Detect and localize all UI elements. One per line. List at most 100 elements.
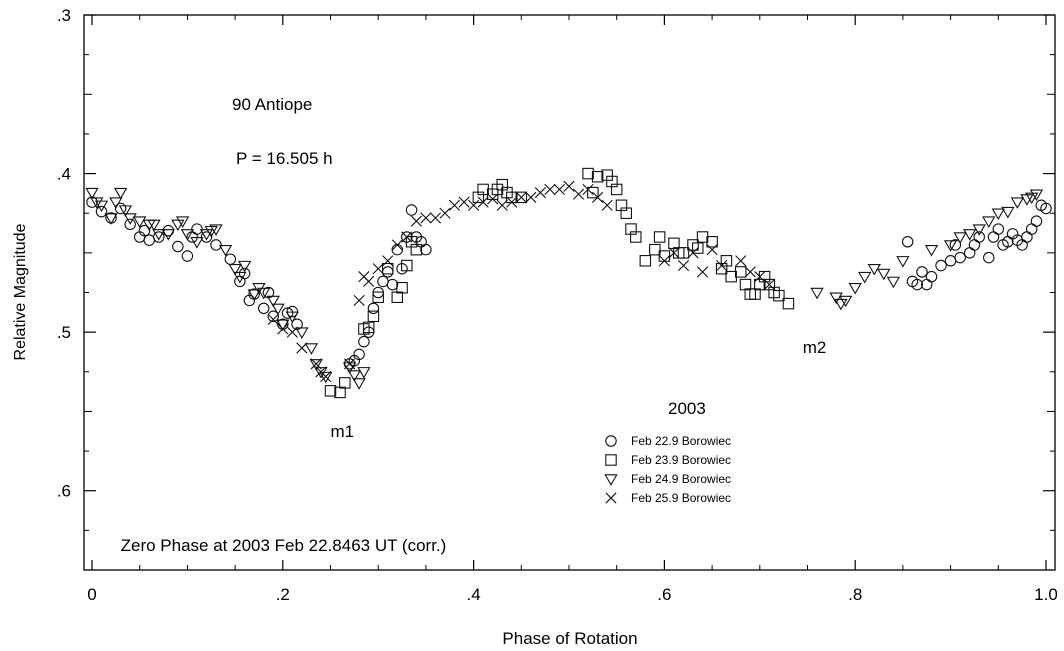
- triangle-down-point: [104, 213, 118, 225]
- triangle-down-point: [834, 298, 848, 311]
- circle-point: [210, 239, 222, 251]
- triangle-down-point: [175, 216, 190, 228]
- circle-point: [267, 310, 280, 323]
- circle-point: [968, 239, 981, 251]
- x-point: [401, 231, 413, 243]
- x-point: [754, 271, 766, 283]
- x-point: [372, 263, 384, 275]
- square-point: [734, 266, 747, 278]
- plot-frame: [83, 14, 1056, 571]
- triangle-down-point: [118, 205, 133, 217]
- x-point: [343, 358, 356, 370]
- x-point: [277, 323, 289, 335]
- x-point: [310, 358, 322, 370]
- x-point: [353, 294, 365, 307]
- circle-point: [86, 196, 98, 208]
- x-point: [439, 207, 451, 219]
- circle-point: [954, 251, 966, 264]
- circle-point: [916, 266, 928, 278]
- circle-point: [281, 307, 294, 319]
- circle-point: [992, 223, 1005, 235]
- circle-point: [925, 270, 938, 283]
- x-point: [382, 255, 394, 267]
- square-point: [362, 321, 375, 334]
- square-point: [410, 243, 423, 256]
- x-point: [458, 196, 470, 208]
- circle-point: [983, 251, 995, 264]
- square-point: [639, 255, 652, 267]
- square-point: [396, 281, 408, 294]
- triangle-down-point: [829, 292, 843, 305]
- series-square: [324, 167, 795, 399]
- triangle-down-point: [848, 283, 862, 295]
- circle-point: [963, 247, 976, 259]
- x-point: [563, 180, 575, 192]
- square-point: [401, 259, 413, 272]
- circle-point: [944, 255, 957, 267]
- x-point: [296, 342, 308, 354]
- x-point: [553, 183, 566, 196]
- annotation-text: Zero Phase at 2003 Feb 22.8463 UT (corr.…: [121, 536, 447, 555]
- x-point: [744, 266, 756, 278]
- triangle-down-point: [309, 359, 323, 371]
- x-tick-label: .8: [848, 585, 862, 604]
- triangle-down-point: [276, 319, 290, 332]
- legend-entry-label: Feb 22.9 Borowiec: [631, 434, 731, 448]
- triangle-down-point: [90, 197, 104, 209]
- annotation-text: m2: [803, 338, 827, 357]
- x-point: [592, 191, 604, 203]
- square-point: [582, 167, 594, 180]
- x-point: [582, 183, 594, 196]
- triangle-down-point: [123, 213, 137, 225]
- x-point: [487, 193, 499, 205]
- x-tick-label: .2: [276, 585, 290, 604]
- triangle-down-point: [113, 187, 128, 200]
- triangle-down-point: [963, 229, 977, 241]
- x-point: [696, 266, 709, 278]
- square-point: [372, 291, 384, 304]
- x-point: [420, 212, 432, 224]
- chart-title: 90 Antiope: [232, 95, 312, 114]
- legend-title: 2003: [668, 399, 706, 418]
- triangle-down-point: [924, 244, 939, 257]
- circle-point: [1030, 215, 1043, 227]
- x-tick-label: 0: [87, 585, 96, 604]
- circle-point: [377, 275, 389, 288]
- circle-point: [286, 305, 299, 318]
- square-point: [630, 231, 642, 243]
- circle-point: [124, 218, 136, 231]
- triangle-down-point: [858, 271, 872, 284]
- triangle-down-point: [877, 268, 891, 281]
- triangle-down-point: [867, 264, 881, 276]
- x-point: [320, 370, 332, 383]
- circle-point: [391, 243, 404, 256]
- circle-point: [353, 348, 365, 361]
- circle-point: [911, 278, 923, 291]
- y-tick-label: .6: [57, 482, 71, 501]
- square-point: [649, 243, 661, 256]
- x-point: [506, 196, 518, 208]
- annotations: m1 m2 Zero Phase at 2003 Feb 22.8463 UT (c…: [121, 338, 827, 555]
- triangle-down-point: [953, 232, 967, 244]
- triangle-down-point: [266, 295, 280, 308]
- circle-point: [238, 267, 251, 280]
- triangle-down-point: [810, 287, 824, 300]
- x-point: [658, 255, 670, 267]
- series-triangle-down: [85, 187, 1044, 390]
- circle-point: [405, 204, 418, 216]
- legend-entry-label: Feb 24.9 Borowiec: [631, 472, 731, 486]
- axis-ticks: [84, 14, 1055, 570]
- triangle-down-point: [247, 289, 261, 301]
- triangle-down-point: [1025, 192, 1039, 205]
- square-point: [620, 207, 632, 219]
- triangle-down-point: [152, 229, 166, 241]
- series-x: [267, 180, 775, 383]
- triangle-down-point: [209, 224, 223, 236]
- chart-subtitle: P = 16.505 h: [236, 149, 333, 168]
- x-tick-label: 1.0: [1034, 585, 1058, 604]
- x-tick-label: .6: [657, 585, 671, 604]
- circle-point: [257, 302, 270, 315]
- legend-square-marker: [605, 454, 617, 466]
- circle-point: [949, 239, 962, 251]
